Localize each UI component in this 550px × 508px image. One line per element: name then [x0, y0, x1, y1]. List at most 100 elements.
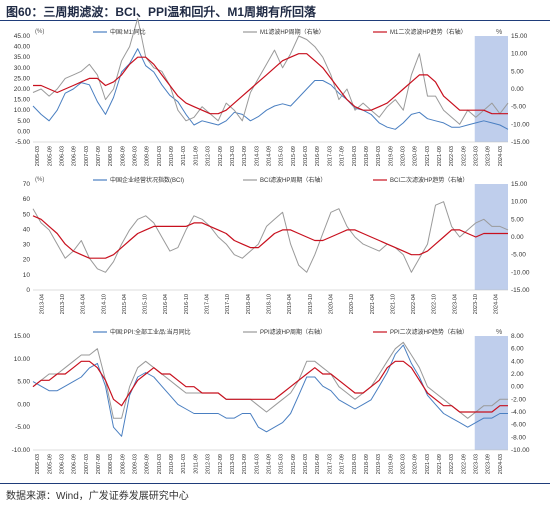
series-line-3 [32, 360, 508, 413]
x-tick-label: 2015-04 [122, 294, 128, 314]
y-right-tick-label: 2.00 [511, 371, 524, 378]
x-tick-label: 2019-10 [308, 294, 314, 314]
legend-label: BCI滤波HP周期（右轴） [260, 176, 326, 184]
y-right-tick-label: -8.00 [511, 434, 526, 441]
y-left-tick-label: -5.00 [15, 139, 30, 146]
y-left-tick-label: 40.00 [14, 44, 31, 51]
y-right-tick-label: 5.00 [511, 68, 524, 75]
y-right-tick-label: 15.00 [511, 33, 528, 40]
x-tick-label: 2024-03 [498, 454, 504, 474]
x-tick-label: 2012-03 [206, 454, 212, 474]
x-tick-label: 2007-09 [96, 146, 102, 166]
legend-label: BCI二次滤波HP趋势（右轴） [390, 176, 468, 184]
x-tick-label: 2018-04 [246, 294, 252, 314]
x-tick-label: 2019-03 [376, 454, 382, 474]
y-left-tick-label: 0 [26, 287, 30, 294]
x-tick-label: 2009-09 [145, 454, 151, 474]
x-tick-label: 2021-04 [370, 294, 376, 314]
y-left-tick-label: 50 [23, 211, 31, 218]
x-tick-label: 2022-09 [461, 454, 467, 474]
legend-label: 中国企业经营状况指数(BCI) [110, 176, 184, 184]
x-tick-label: 2023-03 [474, 146, 480, 166]
footer-divider [0, 483, 550, 484]
x-tick-label: 2009-03 [133, 454, 139, 474]
x-tick-label: 2010-03 [157, 146, 163, 166]
x-tick-label: 2005-03 [35, 454, 41, 474]
x-tick-label: 2018-10 [267, 294, 273, 314]
y-left-tick-label: 15.00 [14, 97, 31, 104]
x-tick-label: 2016-03 [303, 146, 309, 166]
x-tick-label: 2023-03 [474, 454, 480, 474]
x-tick-label: 2020-04 [328, 294, 334, 314]
y-right-tick-label: -6.00 [511, 422, 526, 429]
series-line-1 [32, 344, 508, 437]
x-tick-label: 2018-03 [352, 146, 358, 166]
y-right-tick-label: 5.00 [511, 216, 524, 223]
x-tick-label: 2020-09 [413, 146, 419, 166]
y-right-tick-label: 15.00 [511, 181, 528, 188]
right-unit-label: % [496, 329, 502, 336]
legend-label: M1二次滤波HP趋势（右轴） [390, 28, 467, 36]
x-tick-label: 2017-09 [340, 146, 346, 166]
shaded-region [474, 36, 508, 142]
x-tick-label: 2023-09 [486, 454, 492, 474]
y-left-tick-label: 10.00 [14, 356, 31, 363]
y-left-tick-label: 5.00 [17, 118, 30, 125]
chart-bci-panel: (%) 70 60 50 40 30 20 10 0 15.00 10.00 5.00 0.00 -5.0… [23, 176, 530, 314]
left-unit-label: (%) [35, 177, 44, 183]
x-tick-label: 2017-03 [327, 146, 333, 166]
x-tick-label: 2020-03 [400, 146, 406, 166]
shaded-region [474, 184, 508, 290]
y-left-tick-label: 30 [23, 242, 31, 249]
x-tick-label: 2005-09 [47, 146, 53, 166]
y-left-tick-label: 45.00 [14, 33, 31, 40]
x-tick-label: 2020-03 [400, 454, 406, 474]
series-line-3 [33, 53, 508, 115]
x-tick-label: 2014-03 [254, 454, 260, 474]
x-tick-label: 2011-03 [181, 454, 187, 474]
y-right-tick-label: -10.00 [511, 447, 530, 454]
x-tick-label: 2007-03 [84, 146, 90, 166]
x-tick-label: 2016-03 [303, 454, 309, 474]
y-left-tick-label: 30.00 [14, 65, 31, 72]
x-tick-label: 2017-04 [205, 294, 211, 314]
x-tick-label: 2022-04 [411, 294, 417, 314]
legend-label: PPI二次滤波HP趋势（右轴） [390, 328, 468, 336]
y-left-tick-label: 10.00 [14, 107, 31, 114]
y-left-tick-label: 60 [23, 196, 31, 203]
series-line-2 [32, 201, 509, 273]
legend-label: M1滤波HP周期（右轴） [260, 28, 325, 36]
legend-label: 中国:M1:同比 [110, 28, 146, 36]
x-tick-label: 2013-09 [242, 146, 248, 166]
x-tick-label: 2014-09 [267, 454, 273, 474]
y-left-tick-label: 10 [23, 272, 31, 279]
x-tick-label: 2013-04 [39, 294, 45, 314]
y-right-tick-label: 0.00 [511, 384, 524, 391]
legend-label: PPI滤波HP周期（右轴） [260, 328, 326, 336]
x-tick-label: 2021-03 [425, 454, 431, 474]
y-left-tick-label: 70 [23, 181, 31, 188]
x-tick-label: 2008-03 [108, 146, 114, 166]
y-left-tick-label: 25.00 [14, 75, 31, 82]
y-right-tick-label: 8.00 [511, 333, 524, 340]
right-unit-label: % [496, 29, 502, 36]
chart-ppi-panel: % 15.00 10.00 5.00 0.00 -5.00 -10.00 8.00 6.00 4.… [12, 328, 530, 474]
x-tick-label: 2013-03 [230, 146, 236, 166]
x-tick-label: 2010-09 [169, 454, 175, 474]
x-tick-label: 2010-09 [169, 146, 175, 166]
x-tick-label: 2013-09 [242, 454, 248, 474]
x-tick-label: 2006-09 [72, 454, 78, 474]
y-right-tick-label: 0.00 [511, 234, 524, 241]
x-tick-label: 2008-09 [120, 454, 126, 474]
x-tick-label: 2022-10 [432, 294, 438, 314]
x-tick-label: 2010-03 [157, 454, 163, 474]
y-right-tick-label: -15.00 [511, 287, 530, 294]
x-tick-label: 2020-09 [413, 454, 419, 474]
title-divider [0, 20, 550, 21]
x-tick-label: 2022-03 [449, 146, 455, 166]
shaded-region [474, 336, 508, 450]
x-tick-label: 2021-10 [390, 294, 396, 314]
y-left-tick-label: 20 [23, 257, 31, 264]
x-tick-label: 2019-09 [388, 454, 394, 474]
x-tick-label: 2018-09 [364, 146, 370, 166]
